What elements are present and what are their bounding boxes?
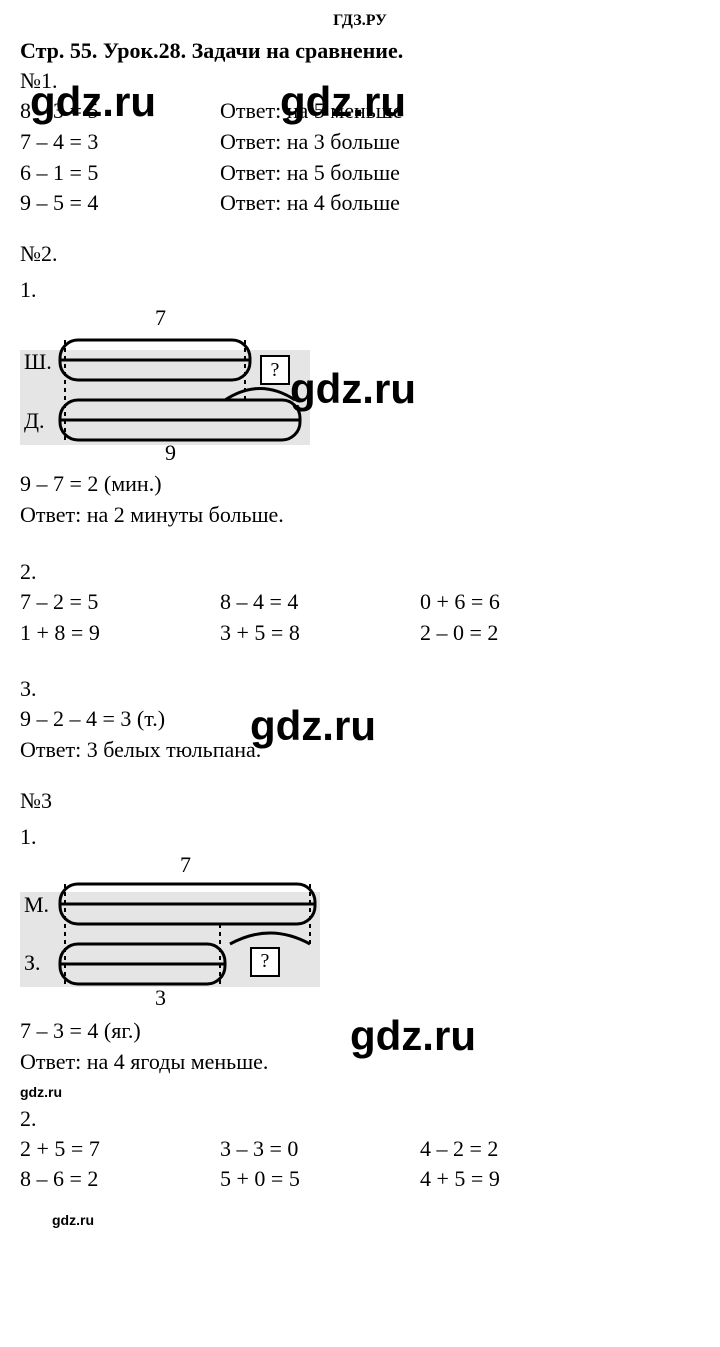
n2-p2-c2r0: 0 + 6 = 6 [420,587,620,618]
n3-p1-eq: 7 – 3 = 4 (яг.) [20,1016,700,1047]
section-n1-label: №1. [20,68,700,94]
n3-diag-left-top: М. [24,892,49,918]
n3-diag-bottom: 3 [155,985,166,1011]
n3-p2-c2r0: 4 – 2 = 2 [420,1134,620,1165]
n2-p2-c1r0: 8 – 4 = 4 [220,587,420,618]
n1-ans-1: Ответ: на 3 больше [220,127,700,158]
n3-p2-c0r0: 2 + 5 = 7 [20,1134,220,1165]
n2-p2-c1r1: 3 + 5 = 8 [220,618,420,649]
n2-p2-c0r1: 1 + 8 = 9 [20,618,220,649]
n3-p2-grid: 2 + 5 = 7 8 – 6 = 2 3 – 3 = 0 5 + 0 = 5 … [20,1134,700,1196]
top-logo: ГДЗ.РУ [20,12,700,30]
n3-p2-c0r1: 8 – 6 = 2 [20,1164,220,1195]
n3-diag-q: ? [250,947,280,977]
n3-p2-c1r0: 3 – 3 = 0 [220,1134,420,1165]
n2-p1-eq: 9 – 7 = 2 (мин.) [20,469,700,500]
n1-ans-3: Ответ: на 4 больше [220,188,700,219]
n2-p3-eq: 9 – 2 – 4 = 3 (т.) [20,704,700,735]
n3-p1-ans: Ответ: на 4 ягоды меньше. [20,1047,700,1078]
n1-row-0: 8 – 3 = 5 Ответ: на 5 меньше [20,96,700,127]
n3-diag-left-bot: З. [24,950,41,976]
diagram-svg-2 [20,852,330,1012]
n2-p1-diagram: 7 Ш. Д. 9 ? [20,305,320,465]
n3-p2-c1r1: 5 + 0 = 5 [220,1164,420,1195]
n2-diag-top: 7 [155,305,166,331]
n1-eq-2: 6 – 1 = 5 [20,158,220,189]
n3-diag-top: 7 [180,852,191,878]
n2-p2-c2r1: 2 – 0 = 2 [420,618,620,649]
n2-p2-grid: 7 – 2 = 5 1 + 8 = 9 8 – 4 = 4 3 + 5 = 8 … [20,587,700,649]
n2-p3-label: 3. [20,676,700,702]
n1-eq-3: 9 – 5 = 4 [20,188,220,219]
section-n2-label: №2. [20,241,700,267]
n3-p2-label: 2. [20,1106,700,1132]
n3-p1-diagram: 7 М. З. 3 ? [20,852,320,1012]
n3-p1-label: 1. [20,824,700,850]
n1-eq-0: 8 – 3 = 5 [20,96,220,127]
n3-p2-c2r1: 4 + 5 = 9 [420,1164,620,1195]
n1-row-2: 6 – 1 = 5 Ответ: на 5 больше [20,158,700,189]
n1-eq-1: 7 – 4 = 3 [20,127,220,158]
n2-p1-label: 1. [20,277,700,303]
n2-diag-q: ? [260,355,290,385]
n2-p3-ans: Ответ: 3 белых тюльпана. [20,735,700,766]
n2-p2-c0r0: 7 – 2 = 5 [20,587,220,618]
n1-row-1: 7 – 4 = 3 Ответ: на 3 больше [20,127,700,158]
n1-ans-0: Ответ: на 5 меньше [220,96,700,127]
page-title: Стр. 55. Урок.28. Задачи на сравнение. [20,38,700,64]
n2-diag-left-top: Ш. [24,349,52,375]
n1-ans-2: Ответ: на 5 больше [220,158,700,189]
n2-p2-label: 2. [20,559,700,585]
section-n3-label: №3 [20,788,700,814]
watermark: gdz.ru [52,1212,94,1228]
n1-row-3: 9 – 5 = 4 Ответ: на 4 больше [20,188,700,219]
n2-diag-bottom: 9 [165,440,176,466]
n2-diag-left-bot: Д. [24,408,45,434]
n2-p1-ans: Ответ: на 2 минуты больше. [20,500,700,531]
